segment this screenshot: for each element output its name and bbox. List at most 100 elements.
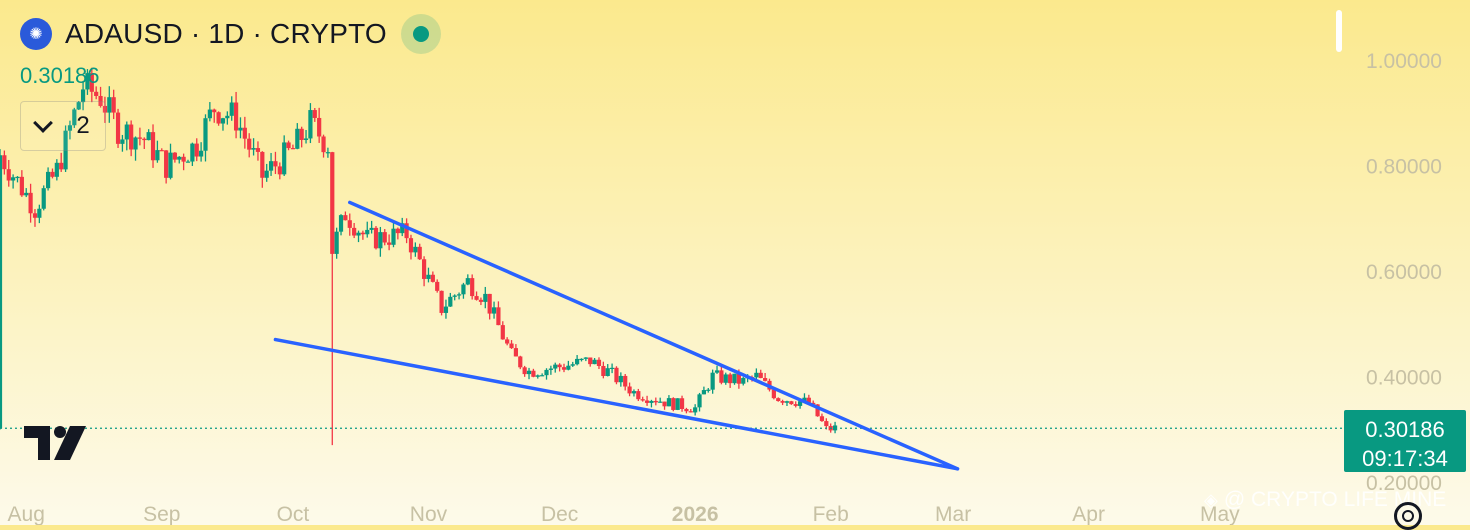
candle-body [164, 150, 169, 178]
candle-body [413, 246, 418, 253]
candle-body [758, 372, 763, 379]
candle-body [242, 127, 247, 139]
candle-body [268, 161, 274, 171]
candle-body [474, 296, 479, 300]
candle-body [142, 138, 147, 141]
candle-body [67, 125, 73, 131]
candle-body [548, 368, 553, 370]
candle-body [216, 112, 221, 124]
candle-body [133, 137, 138, 150]
candle-body [273, 161, 278, 167]
candle-body [741, 378, 746, 384]
candle-body [763, 378, 768, 381]
settings-icon[interactable] [1394, 502, 1422, 530]
candle-body [797, 401, 803, 406]
candle-body [714, 370, 720, 373]
indicators-toggle-button[interactable]: 2 [20, 101, 106, 151]
candle-body [658, 401, 663, 403]
candle-body [575, 358, 580, 365]
candle-body [815, 404, 820, 417]
candle-body [308, 110, 313, 139]
candle-body [522, 367, 527, 375]
candle-body [260, 151, 265, 178]
candle-body [443, 306, 449, 313]
candle-body [566, 365, 571, 370]
candle-body [378, 232, 383, 249]
candle-body [251, 148, 256, 150]
candle-body [203, 118, 208, 151]
candle-body [282, 142, 287, 175]
candle-body [675, 398, 680, 410]
candle-body [679, 398, 685, 409]
candle-body [723, 374, 728, 383]
candle-body [159, 150, 164, 152]
candle-body [45, 171, 51, 189]
candle-body [408, 238, 414, 253]
candle-body [356, 232, 361, 236]
candle-body [172, 152, 177, 160]
scale-handle[interactable] [1336, 10, 1342, 52]
candle-body [636, 391, 641, 400]
candle-body [448, 296, 453, 307]
candle-body [719, 370, 724, 383]
y-tick-label: 0.40000 [1366, 367, 1442, 390]
candle-body [225, 115, 230, 119]
candle-body [94, 91, 99, 96]
candle-body [819, 416, 825, 422]
x-tick-label: Mar [935, 503, 971, 525]
x-tick-label: May [1200, 503, 1240, 525]
candle-body [2, 155, 7, 170]
candle-body [247, 138, 252, 150]
candle-body [754, 372, 759, 378]
watermark: ◈ @ CRYPTO LIFE MINE [1204, 488, 1446, 512]
candle-body [32, 213, 38, 218]
candle-body [518, 356, 523, 368]
candle-body [229, 102, 234, 116]
candle-body [168, 152, 173, 178]
symbol-title[interactable]: ADAUSD · 1D · CRYPTO [65, 18, 387, 49]
candle-body [387, 242, 392, 245]
candle-body [640, 399, 645, 401]
candle-body [710, 372, 715, 390]
cardano-icon[interactable]: ✺ [20, 18, 52, 50]
candle-body [181, 156, 186, 162]
x-tick-label: Apr [1072, 503, 1105, 525]
candle-body [382, 232, 387, 243]
candle-body [802, 397, 807, 402]
x-tick-label: Feb [813, 503, 849, 525]
current-price: 0.30186 [1365, 417, 1445, 442]
trendline-lower [273, 337, 960, 471]
candle-body [124, 124, 129, 140]
candle-body [583, 357, 588, 359]
candle-body [391, 228, 396, 245]
candle-body [212, 109, 217, 113]
candle-body [553, 364, 558, 369]
candle-body [483, 293, 488, 302]
candle-body [732, 373, 737, 384]
candle-body [303, 138, 309, 140]
candle-body [697, 394, 702, 408]
candle-body [452, 295, 457, 297]
y-tick-label: 0.80000 [1366, 156, 1442, 179]
candle-body [793, 404, 798, 406]
candle-body [0, 155, 3, 429]
tradingview-logo-icon[interactable] [24, 426, 88, 460]
market-open-dot-icon [412, 26, 429, 42]
candle-body [513, 348, 519, 357]
candle-body [570, 364, 575, 366]
candle-body [631, 391, 637, 394]
candle-body [373, 227, 379, 249]
candle-body [312, 110, 317, 118]
candle-body [220, 118, 226, 124]
candle-body [684, 408, 689, 412]
candle-body [627, 386, 632, 394]
market-status-icon[interactable] [400, 14, 441, 54]
candle-body [129, 124, 134, 150]
candle-body [15, 176, 20, 179]
candle-body [701, 390, 707, 395]
candle-body [736, 373, 741, 384]
x-tick-label: Aug [8, 503, 45, 525]
candle-body [601, 365, 606, 376]
candle-body [137, 137, 143, 139]
